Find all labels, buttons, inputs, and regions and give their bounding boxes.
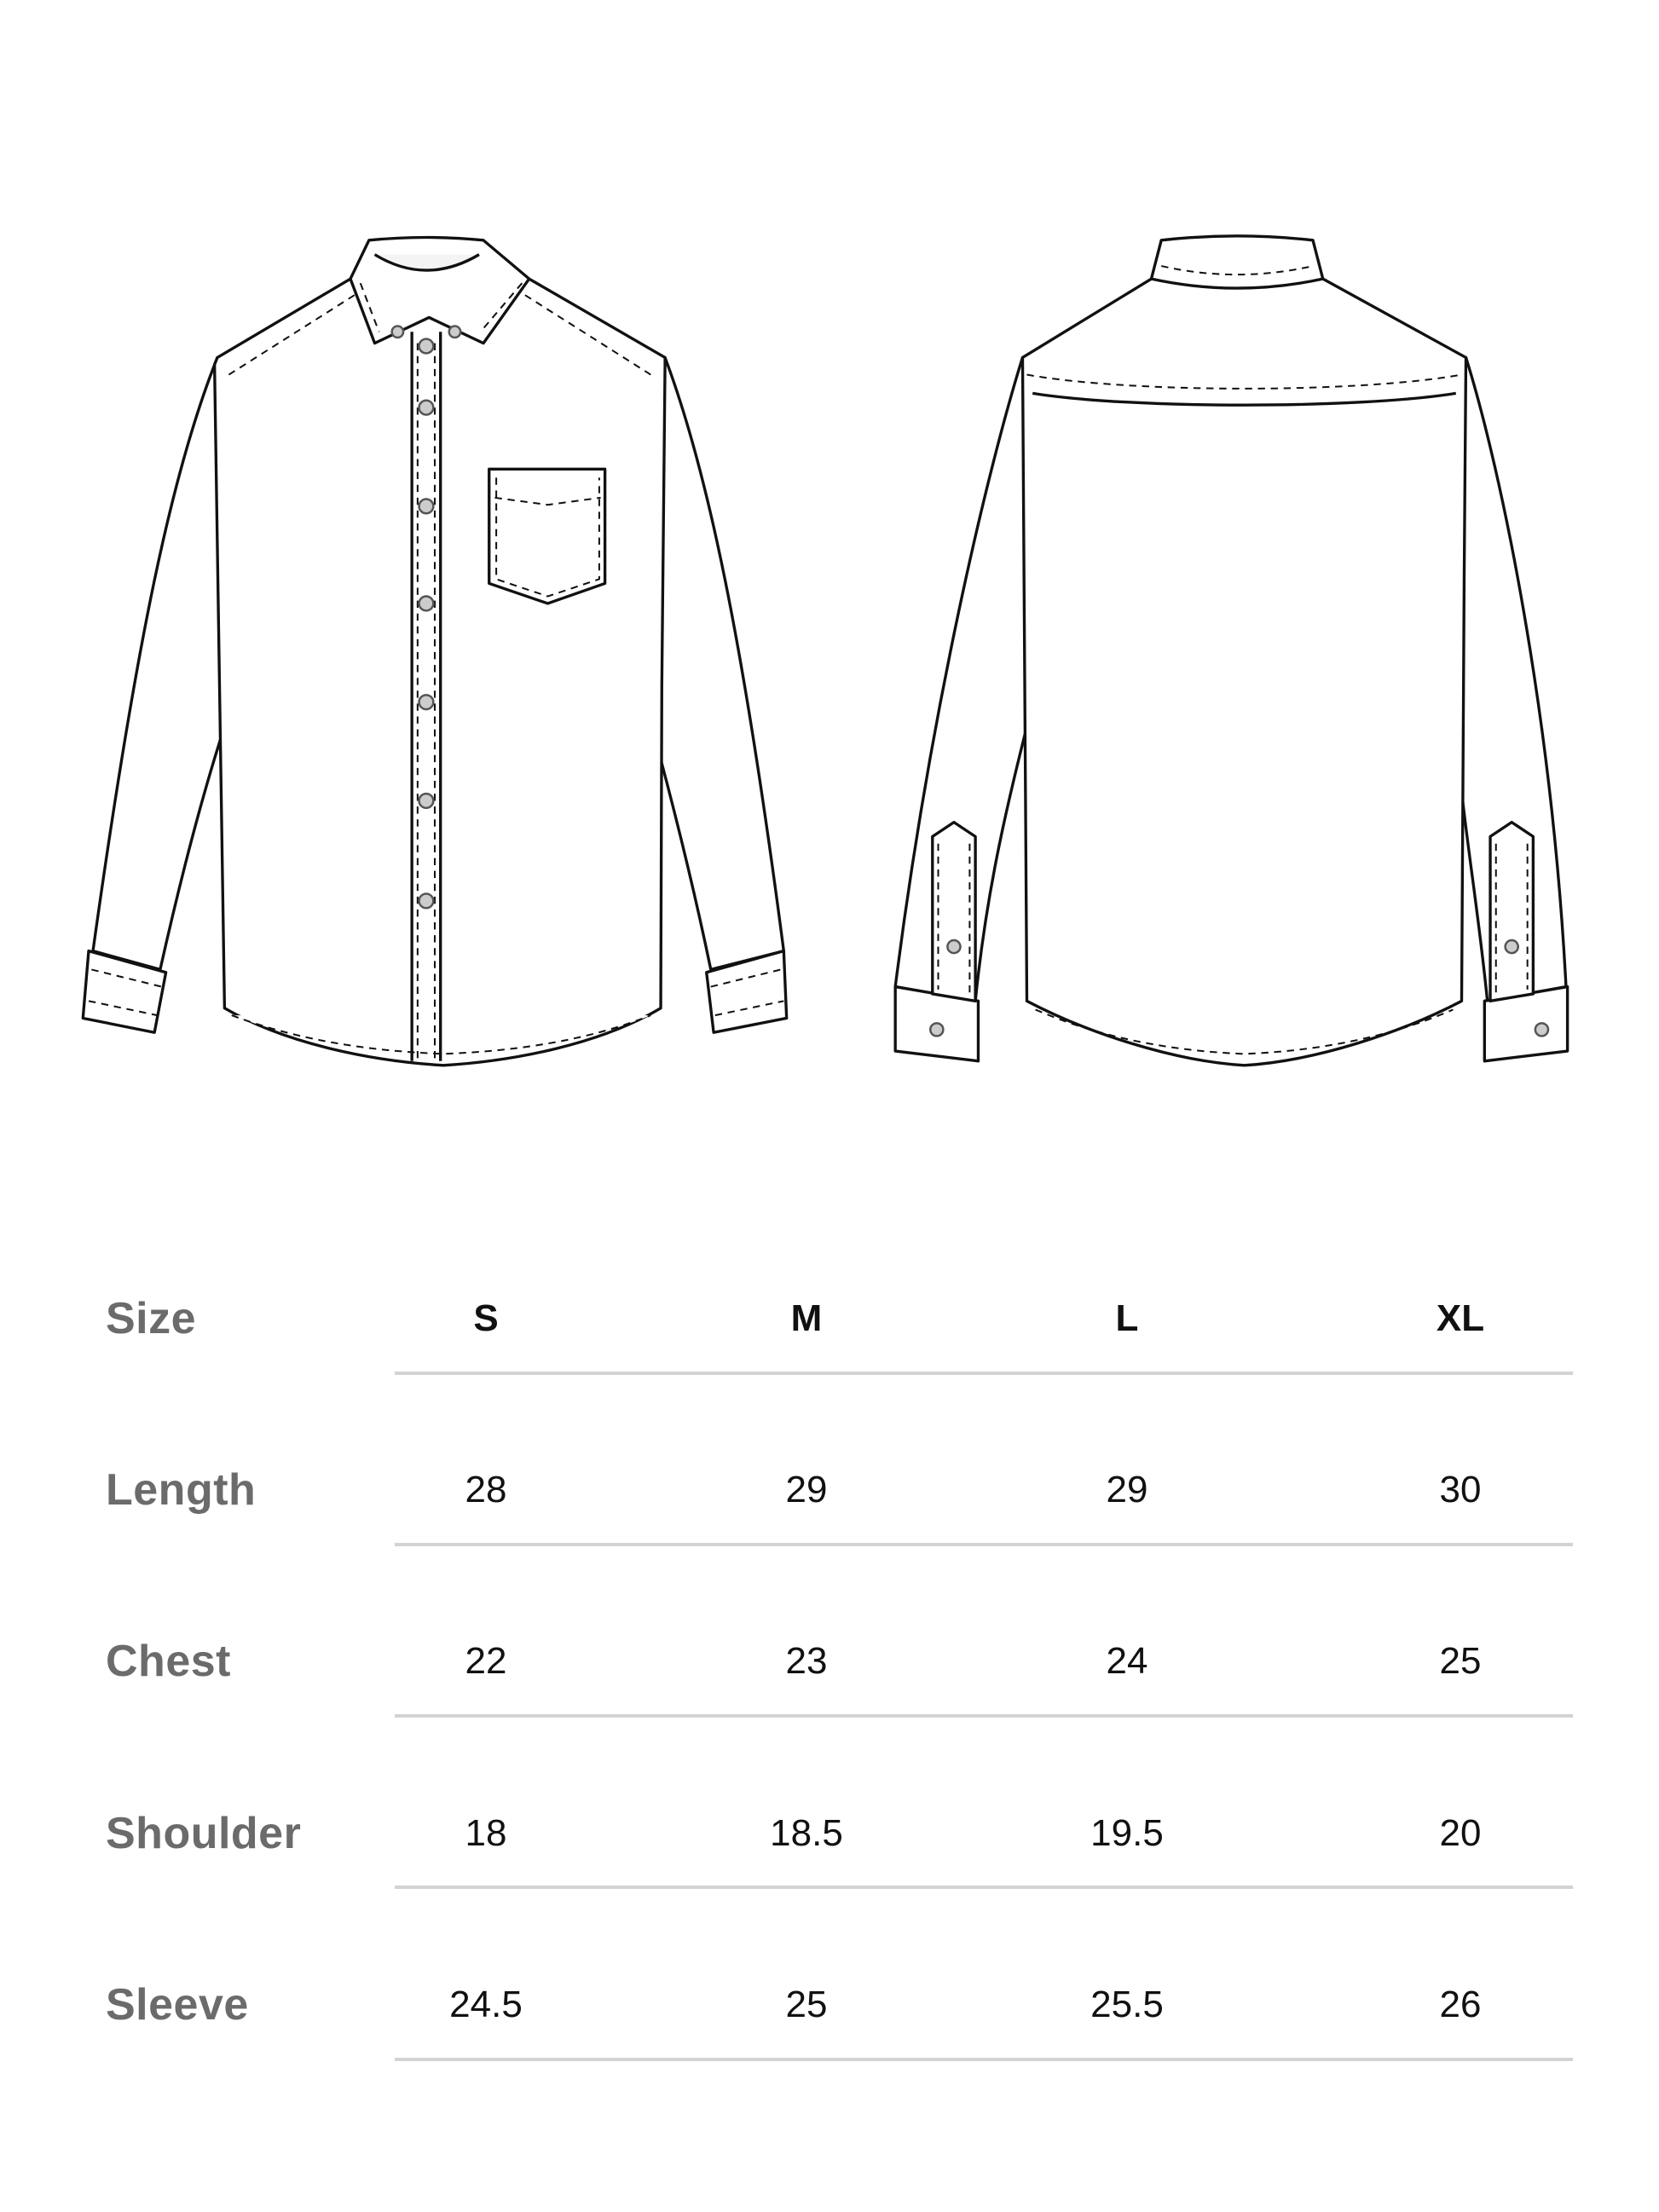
cell: 19.5 [1090, 1812, 1164, 1854]
size-l: L [1115, 1297, 1139, 1339]
size-m: M [790, 1297, 823, 1339]
divider [395, 1886, 1573, 1889]
size-s: S [473, 1297, 499, 1339]
row-label: Sleeve [106, 1980, 249, 2030]
row-label: Length [106, 1465, 257, 1515]
shirt-front-icon [81, 235, 789, 1067]
row-label: Size [106, 1294, 197, 1343]
cell: 23 [785, 1640, 828, 1682]
size-xl: XL [1436, 1297, 1485, 1339]
table-row: Shoulder 18 18.5 19.5 20 [0, 1799, 1659, 1868]
cell: 25 [785, 1984, 828, 2025]
cell: 30 [1439, 1469, 1482, 1510]
divider [395, 1714, 1573, 1718]
cell: 18.5 [770, 1812, 843, 1854]
cell: 22 [465, 1640, 507, 1682]
cell: 25 [1439, 1640, 1482, 1682]
cell: 28 [465, 1469, 507, 1510]
row-label: Chest [106, 1637, 231, 1686]
cell: 20 [1439, 1812, 1482, 1854]
cell: 25.5 [1090, 1984, 1164, 2025]
table-row: Length 28 29 29 30 [0, 1456, 1659, 1524]
shirt-back-icon [893, 234, 1569, 1067]
divider [395, 1543, 1573, 1546]
cell: 18 [465, 1812, 507, 1854]
divider [395, 2058, 1573, 2061]
size-header-row: Size S M L XL [0, 1285, 1659, 1353]
divider [395, 1372, 1573, 1375]
table-row: Chest 22 23 24 25 [0, 1627, 1659, 1695]
cell: 24.5 [449, 1984, 523, 2025]
cell: 26 [1439, 1984, 1482, 2025]
table-row: Sleeve 24.5 25 25.5 26 [0, 1971, 1659, 2039]
row-label: Shoulder [106, 1809, 302, 1858]
shirt-illustrations [81, 234, 1569, 1067]
cell: 24 [1106, 1640, 1148, 1682]
cell: 29 [1106, 1469, 1148, 1510]
cell: 29 [785, 1469, 828, 1510]
